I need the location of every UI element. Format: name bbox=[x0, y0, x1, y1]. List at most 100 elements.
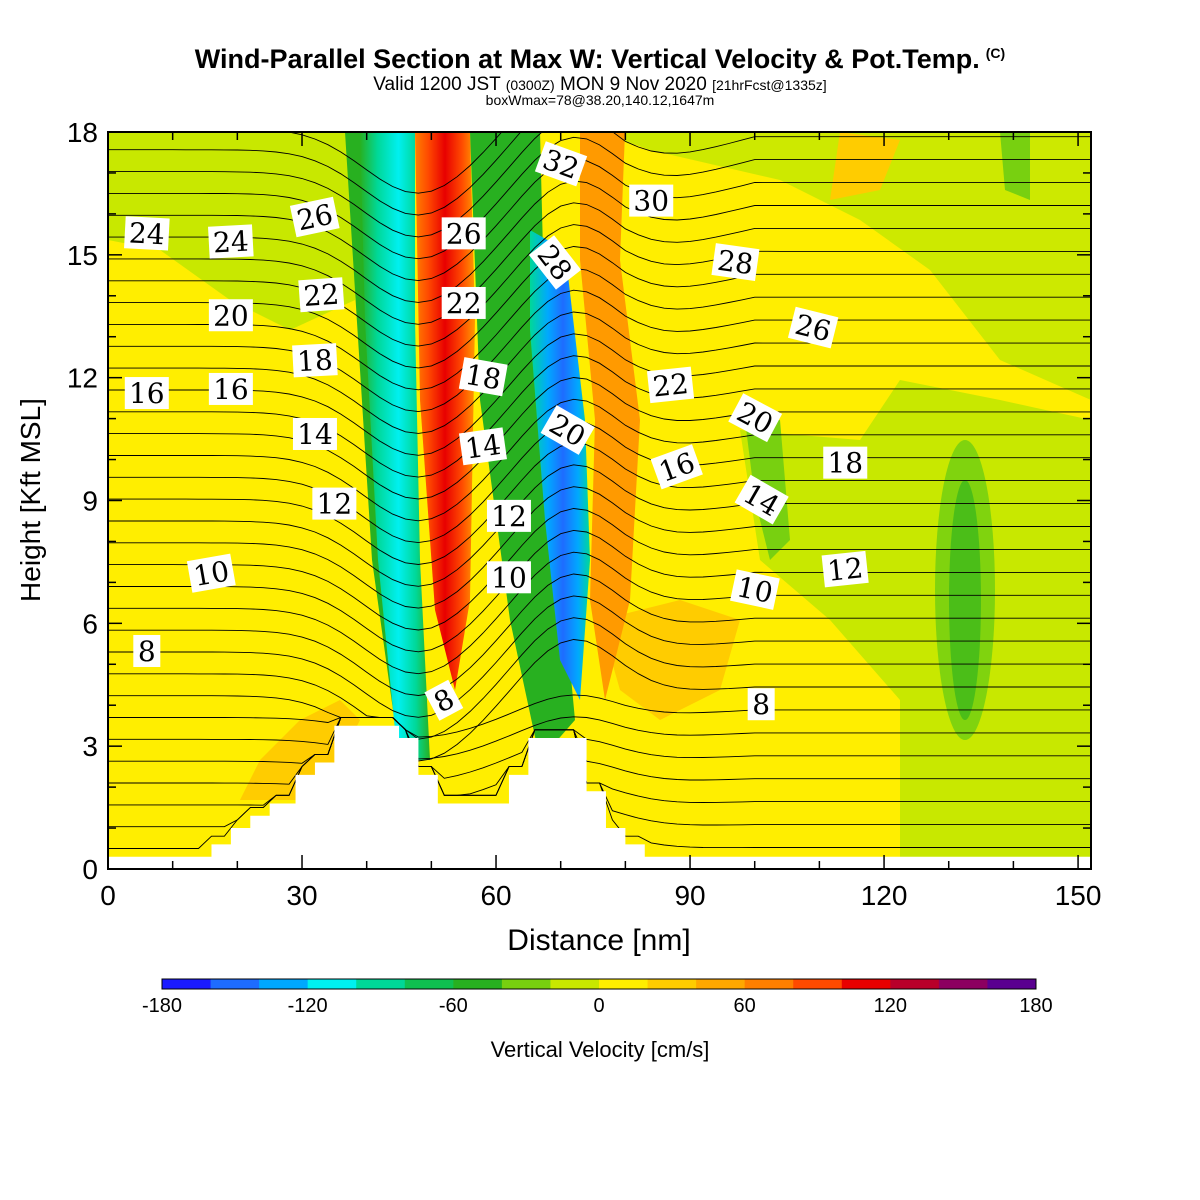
theta-contour-line bbox=[108, 202, 1091, 325]
theta-contours bbox=[108, 132, 1091, 849]
theta-contour-line bbox=[108, 267, 1091, 391]
theta-contour-label: 12 bbox=[486, 499, 531, 533]
contour-label-box bbox=[821, 550, 869, 588]
colorbar-tick-label: 60 bbox=[734, 995, 756, 1017]
colorbar-tick-label: -60 bbox=[439, 995, 468, 1017]
theta-contour-label: 16 bbox=[208, 372, 253, 406]
velocity-updraft-left bbox=[415, 132, 475, 690]
contour-label-box bbox=[540, 405, 595, 455]
contour-label-box bbox=[458, 427, 507, 466]
theta-contour-line bbox=[108, 716, 1091, 760]
contour-label-box bbox=[208, 299, 253, 332]
contour-label-text: 12 bbox=[317, 488, 353, 521]
theta-contour-label: 20 bbox=[208, 299, 253, 332]
theta-contour-line bbox=[108, 442, 1091, 565]
velocity-sink-band-center bbox=[470, 132, 575, 760]
contour-label-box bbox=[208, 372, 253, 405]
theta-contour-line bbox=[108, 377, 1091, 500]
contour-label-box bbox=[208, 224, 254, 259]
colorbar-segment bbox=[841, 979, 891, 989]
contour-label-box bbox=[124, 216, 170, 251]
theta-contour-line bbox=[108, 694, 1091, 738]
contour-label-text: 16 bbox=[213, 373, 249, 406]
theta-contour-line bbox=[108, 136, 1091, 260]
theta-contour-label: 18 bbox=[823, 446, 868, 480]
theta-contour-line bbox=[108, 717, 1091, 779]
theta-contour-line bbox=[108, 132, 522, 216]
theta-contour-line bbox=[108, 398, 1091, 522]
contour-label-text: 24 bbox=[212, 225, 249, 260]
colorbar-segment bbox=[793, 979, 843, 989]
contour-label-text: 8 bbox=[138, 635, 156, 668]
colorbar-segment bbox=[501, 979, 551, 989]
contour-label-box bbox=[629, 184, 674, 217]
valid-prefix: Valid 1200 JST bbox=[373, 74, 501, 95]
velocity-downdraft-left bbox=[360, 132, 430, 760]
box-info: boxWmax=78@38.20,140.12,1647m bbox=[485, 92, 715, 108]
x-tick-label: 60 bbox=[480, 880, 511, 911]
theta-contour-line bbox=[108, 246, 1091, 369]
colorbar-segment bbox=[210, 979, 260, 989]
colorbar-tick-label: 0 bbox=[593, 995, 604, 1017]
contour-label-box bbox=[458, 357, 508, 397]
colorbar-segment bbox=[453, 979, 503, 989]
contour-label-box bbox=[747, 688, 775, 721]
theta-contour-label: 14 bbox=[458, 427, 507, 466]
contour-label-text: 24 bbox=[128, 216, 165, 251]
y-tick-label: 3 bbox=[82, 731, 98, 762]
theta-contour-line bbox=[108, 717, 1091, 806]
contour-label-text: 26 bbox=[294, 198, 336, 238]
contour-label-text: 8 bbox=[752, 688, 770, 721]
theta-contour-label: 26 bbox=[289, 196, 340, 238]
theta-contour-line bbox=[108, 573, 1091, 696]
y-tick-label: 9 bbox=[82, 486, 98, 517]
colorbar-segment bbox=[938, 979, 988, 989]
theta-contour-line bbox=[108, 595, 1091, 718]
contour-label-text: 18 bbox=[296, 343, 333, 378]
theta-contour-label: 12 bbox=[312, 487, 357, 521]
contour-label-text: 20 bbox=[213, 299, 249, 332]
theta-contour-line bbox=[108, 529, 1091, 653]
contour-label-box bbox=[486, 561, 531, 594]
theta-contour-line bbox=[108, 420, 1091, 544]
theta-contour-label: 30 bbox=[629, 184, 674, 218]
contour-label-box bbox=[728, 393, 783, 443]
contour-label-box bbox=[528, 235, 582, 290]
contour-label-text: 14 bbox=[297, 418, 333, 451]
x-axis-label: Distance [nm] bbox=[507, 924, 690, 957]
contour-label-box bbox=[534, 141, 588, 187]
chart-title-tag: (C) bbox=[985, 45, 1006, 61]
colorbar-segment bbox=[599, 979, 649, 989]
theta-contour-labels: 24 24 26 22 20 18 16 16 14 12 10 8 26 22 18 14 12 10 8 32 28… bbox=[124, 141, 869, 721]
theta-contour-label: 26 bbox=[787, 306, 839, 349]
theta-contour-line bbox=[108, 551, 1091, 675]
colorbar-tick-label: 120 bbox=[874, 995, 907, 1017]
contour-label-text: 22 bbox=[446, 287, 482, 320]
velocity-weak-sink-right bbox=[740, 380, 1091, 869]
valid-utc: (0300Z) bbox=[505, 77, 555, 93]
y-tick-label: 15 bbox=[67, 240, 98, 271]
contour-label-box bbox=[186, 553, 236, 593]
contour-label-text: 10 bbox=[491, 561, 527, 594]
colorbar-tick-label: 180 bbox=[1019, 995, 1052, 1017]
x-tick-label: 30 bbox=[286, 880, 317, 911]
contour-label-box bbox=[823, 446, 868, 479]
chart-title: Wind-Parallel Section at Max W: Vertical… bbox=[0, 44, 1200, 75]
colorbar-segment bbox=[744, 979, 794, 989]
theta-contour-line bbox=[108, 289, 1091, 413]
contour-label-text: 12 bbox=[826, 551, 865, 588]
theta-contour-label: 8 bbox=[133, 634, 161, 668]
colorbar-segment bbox=[356, 979, 406, 989]
theta-contour-line bbox=[108, 508, 1091, 631]
contour-label-text: 30 bbox=[633, 185, 669, 218]
theta-contour-line bbox=[108, 132, 1091, 238]
y-axis-label: Height [Kft MSL] bbox=[15, 398, 46, 602]
contour-label-box bbox=[486, 499, 531, 532]
theta-contour-label: 22 bbox=[298, 277, 345, 313]
theta-contour-line bbox=[108, 639, 1091, 762]
contour-label-box bbox=[441, 286, 486, 319]
velocity-weak-rise-mid bbox=[600, 600, 740, 720]
contour-label-text: 18 bbox=[827, 447, 863, 480]
